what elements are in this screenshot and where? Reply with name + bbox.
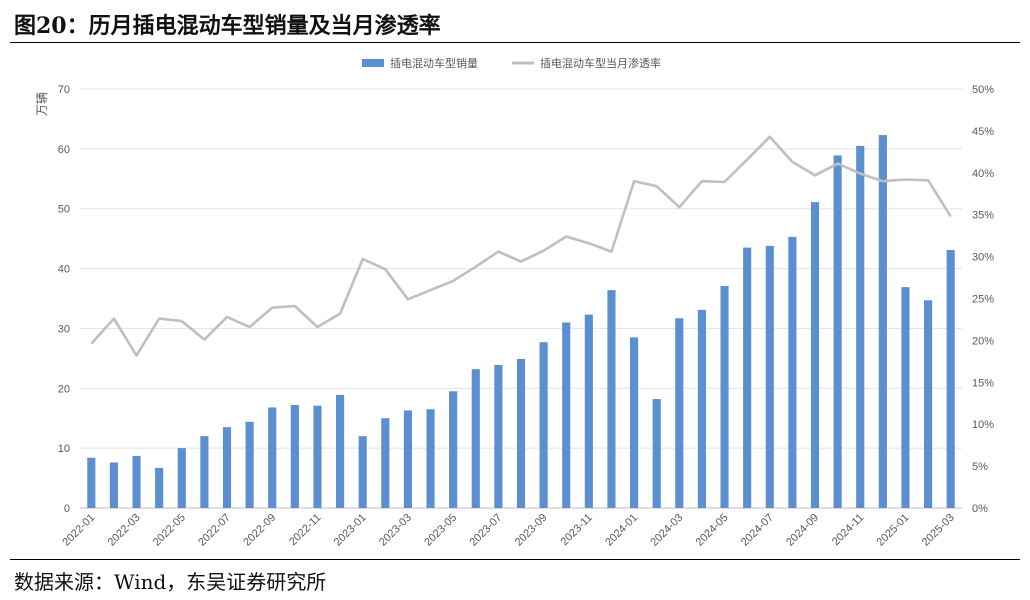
y-axis-right: 0% 5% 10% 15% 20% 25% 30% 35% 40% 45% 50%: [972, 84, 994, 515]
bar: [200, 436, 209, 508]
y-right-tick-label: 20%: [972, 335, 994, 347]
y-left-tick-label: 30: [58, 323, 70, 335]
line-series: [90, 135, 952, 357]
y-right-tick-label: 10%: [972, 419, 994, 431]
bar: [494, 364, 503, 508]
x-tick-label: 2025-03: [920, 512, 957, 549]
bar: [584, 314, 593, 508]
bar: [539, 342, 548, 508]
bar: [607, 290, 616, 508]
bar: [720, 285, 729, 508]
y-axis-left: 0 10 20 30 40 50 60 70: [58, 84, 70, 515]
x-tick-label: 2023-11: [559, 512, 595, 548]
bar: [177, 448, 186, 508]
x-tick-label: 2024-01: [603, 512, 640, 549]
bar: [313, 405, 322, 508]
bar: [562, 322, 571, 508]
x-tick-label: 2024-11: [830, 512, 866, 548]
bar: [358, 436, 367, 508]
y-right-tick-label: 35%: [972, 210, 994, 222]
bar: [901, 287, 910, 508]
bar: [245, 421, 254, 508]
y-left-tick-label: 70: [58, 84, 70, 96]
x-tick-label: 2023-05: [422, 512, 459, 549]
y-right-tick-label: 25%: [972, 294, 994, 306]
bar: [833, 155, 842, 509]
legend: 插电混动车型销量 插电混动车型当月渗透率: [362, 56, 661, 70]
legend-bar-label: 插电混动车型销量: [390, 56, 478, 70]
bar: [290, 405, 299, 508]
y-right-tick-label: 0%: [972, 503, 988, 515]
y-left-tick-label: 50: [58, 204, 70, 216]
bar: [426, 409, 435, 508]
x-tick-label: 2023-07: [467, 512, 504, 549]
bar: [222, 427, 232, 508]
penetration-line: [90, 135, 952, 357]
bar: [132, 455, 141, 508]
bars: [87, 135, 955, 509]
bar: [87, 457, 96, 508]
bar: [810, 202, 820, 508]
bar: [856, 145, 865, 508]
bar: [336, 394, 345, 508]
x-tick-label: 2024-03: [648, 512, 685, 549]
x-tick-label: 2022-01: [60, 512, 97, 549]
bar: [630, 337, 639, 508]
bar: [675, 318, 684, 508]
bar: [516, 358, 526, 508]
x-tick-label: 2022-07: [196, 512, 233, 549]
source-rule: [10, 559, 1020, 560]
x-axis: 2022-01 2022-03 2022-05 2022-07 2022-09 2022-…: [60, 512, 956, 549]
title-rule: [10, 42, 1020, 43]
x-tick-label: 2024-09: [784, 512, 821, 549]
x-tick-label: 2023-09: [513, 512, 550, 549]
bar: [381, 418, 390, 508]
bar: [449, 391, 458, 508]
bar: [109, 462, 118, 508]
y-right-tick-label: 50%: [972, 84, 994, 96]
y-right-tick-label: 15%: [972, 377, 994, 389]
x-tick-label: 2022-11: [287, 512, 323, 548]
bar: [697, 309, 706, 508]
y-left-tick-label: 10: [58, 443, 70, 455]
bar: [471, 369, 480, 508]
bar: [652, 399, 661, 508]
bar: [765, 245, 774, 508]
legend-bar-swatch: [362, 59, 384, 67]
y-right-tick-label: 30%: [972, 252, 994, 264]
bar: [878, 135, 887, 508]
source-note: 数据来源：Wind，东吴证券研究所: [14, 570, 327, 594]
x-tick-label: 2025-01: [875, 512, 912, 549]
x-tick-label: 2024-05: [694, 512, 731, 549]
bar: [788, 236, 797, 508]
figure-title: 图20：历月插电混动车型销量及当月渗透率: [14, 13, 441, 39]
y-right-tick-label: 5%: [972, 461, 988, 473]
x-tick-label: 2022-05: [151, 512, 188, 549]
bar: [155, 467, 164, 508]
y-right-tick-label: 40%: [972, 168, 994, 180]
x-tick-label: 2023-03: [377, 512, 414, 549]
bar: [743, 247, 752, 508]
y-left-tick-label: 20: [58, 383, 70, 395]
bar: [946, 250, 955, 508]
bar: [268, 407, 277, 508]
x-tick-label: 2023-01: [332, 512, 369, 549]
chart: 0 10 20 30 40 50 60 70 0% 5% 10% 15% 20% 25% 30% 35% 40…: [35, 56, 994, 549]
y-left-tick-label: 40: [58, 264, 70, 276]
bar: [403, 410, 412, 508]
bar: [924, 300, 933, 508]
x-tick-label: 2022-03: [106, 512, 143, 549]
y-unit-label: 万辆: [35, 92, 49, 116]
x-tick-label: 2024-07: [739, 512, 776, 549]
y-left-tick-label: 60: [58, 144, 70, 156]
legend-line-label: 插电混动车型当月渗透率: [540, 56, 661, 70]
y-left-tick-label: 0: [64, 503, 70, 515]
x-tick-label: 2022-09: [241, 512, 278, 549]
y-right-tick-label: 45%: [972, 126, 994, 138]
